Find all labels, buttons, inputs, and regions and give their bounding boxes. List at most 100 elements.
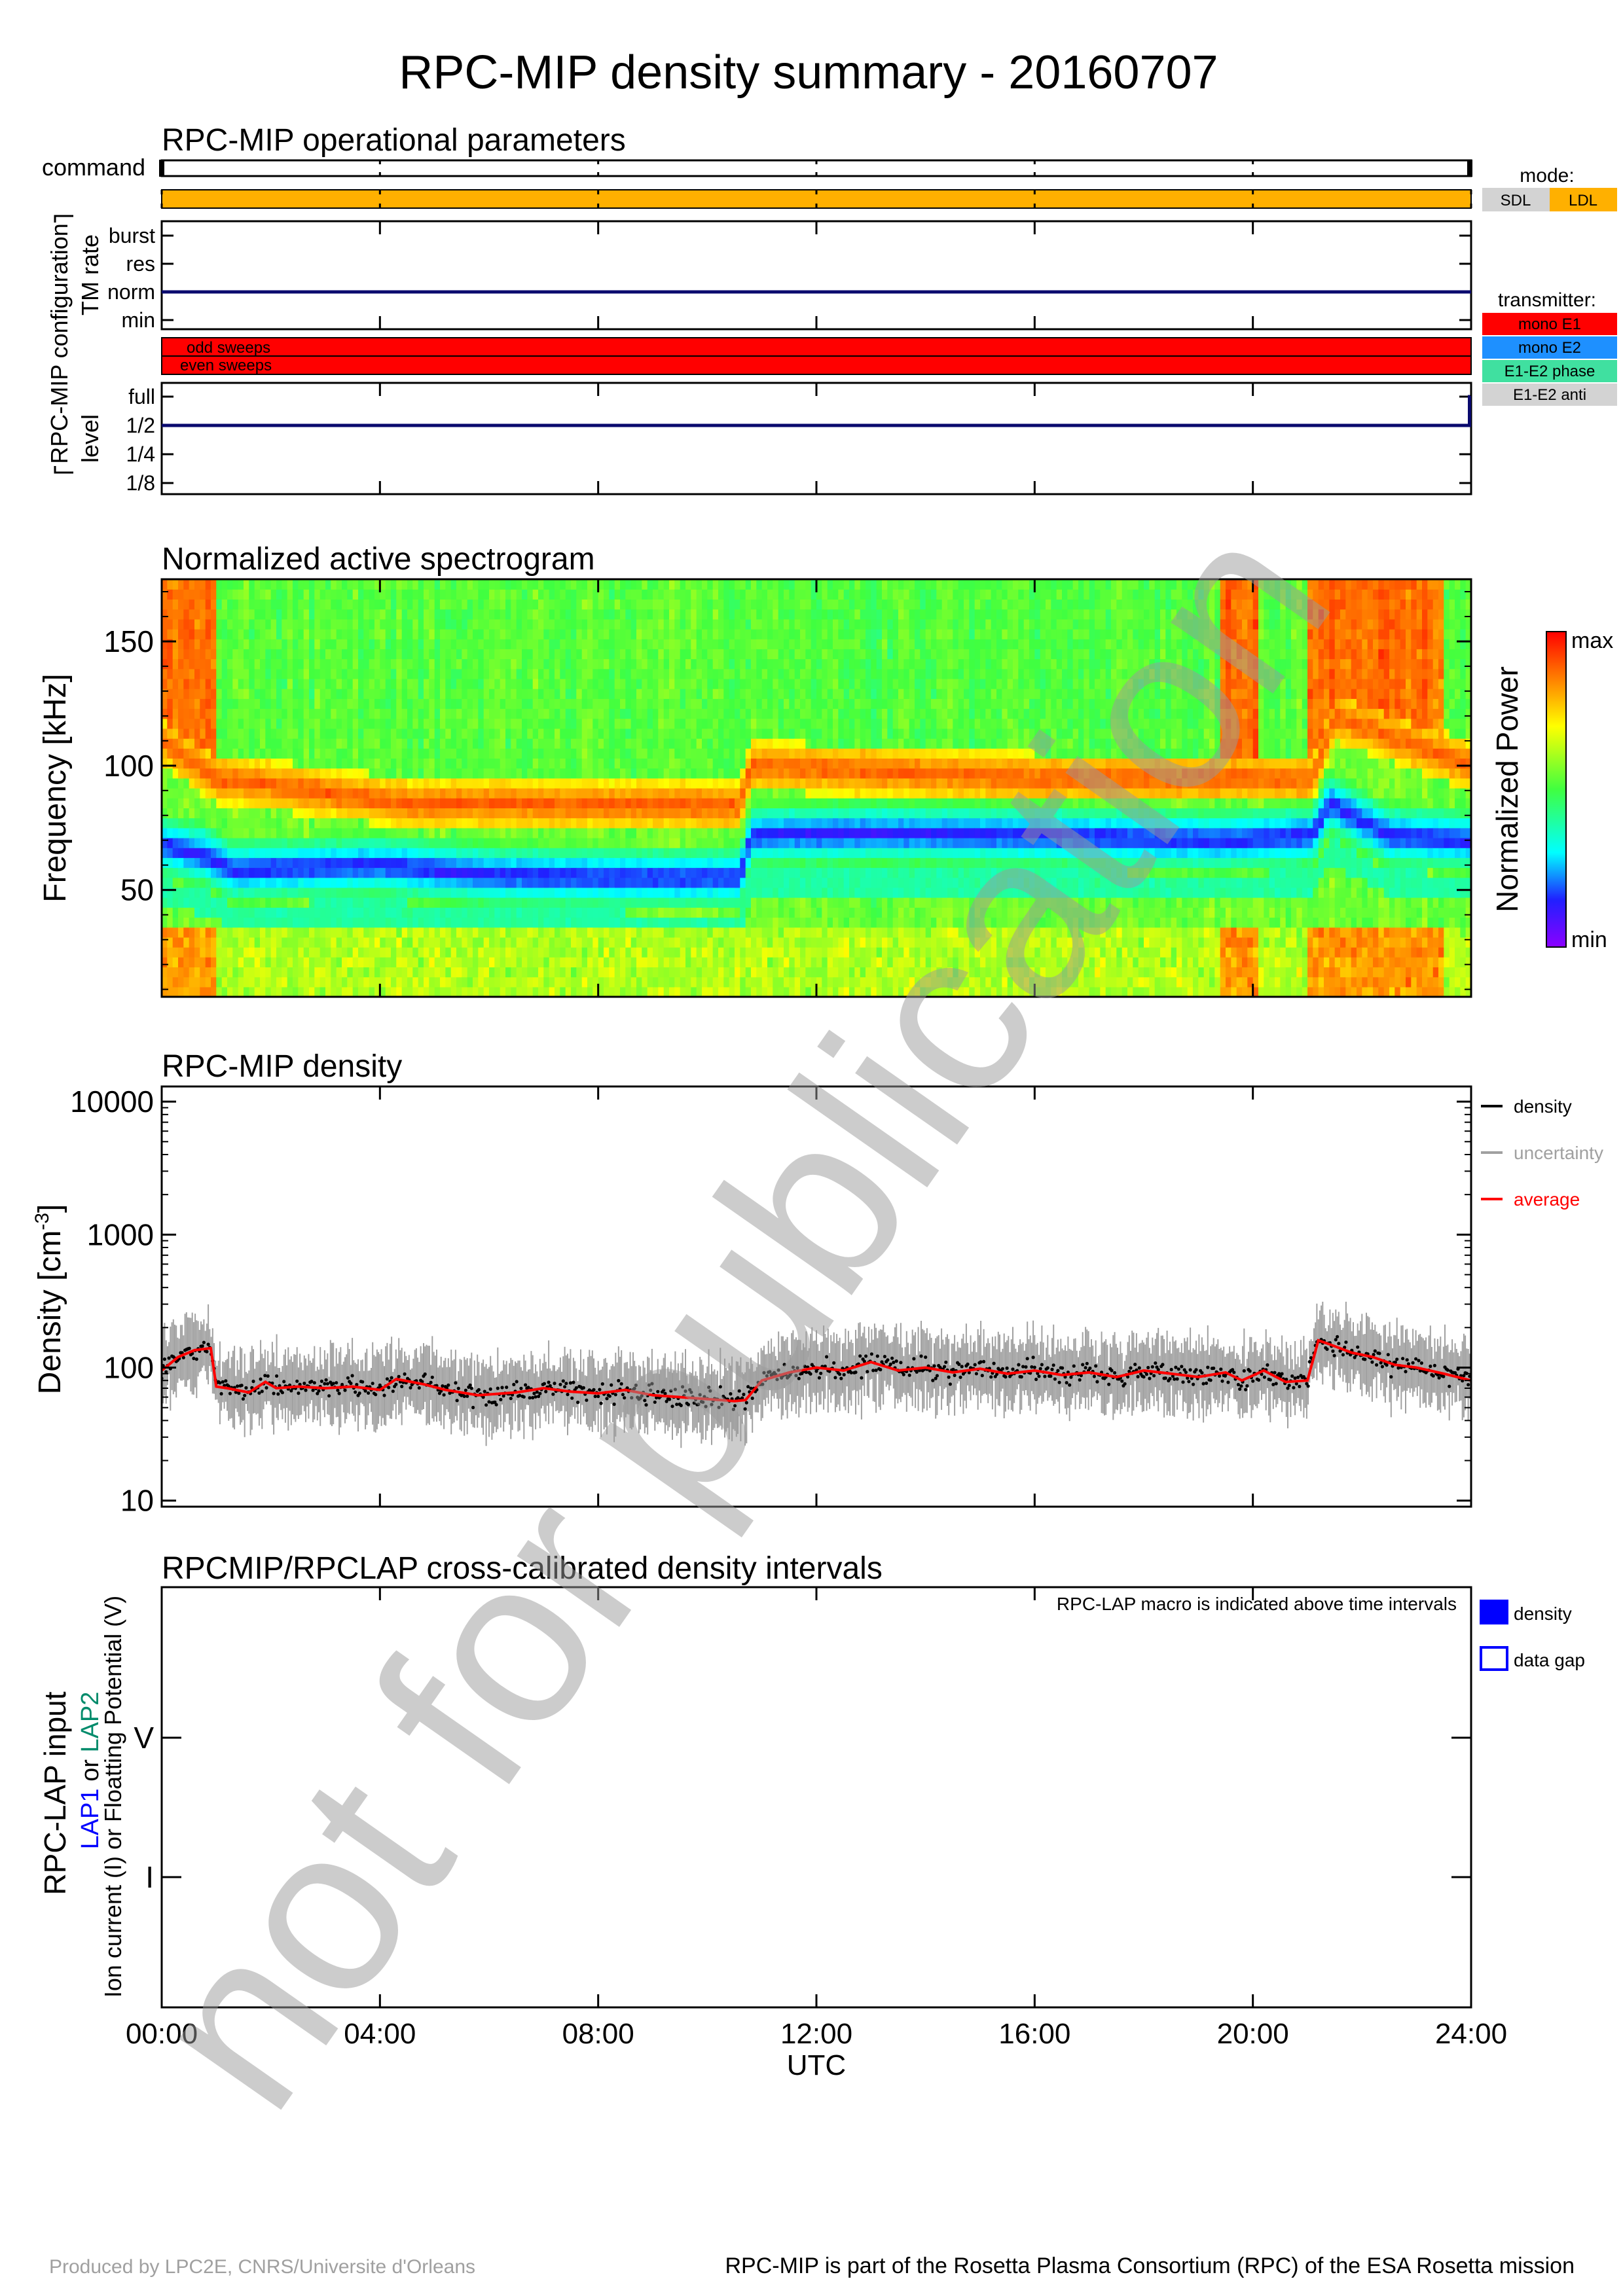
spectrogram-cell: [249, 887, 255, 898]
spectrogram-cell: [412, 689, 419, 699]
spectrogram-cell: [598, 778, 604, 789]
spectrogram-cell: [500, 937, 506, 948]
spectrogram-cell: [691, 897, 697, 908]
spectrogram-cell: [587, 927, 593, 938]
spectrogram-cell: [625, 887, 632, 898]
spectrogram-cell: [298, 738, 304, 749]
spectrogram-cell: [543, 907, 550, 918]
spectrogram-cell: [325, 887, 331, 898]
spectrogram-cell: [221, 827, 228, 838]
spectrogram-cell: [450, 599, 457, 610]
spectrogram-cell: [642, 639, 648, 649]
spectrogram-cell: [216, 768, 223, 779]
spectrogram-cell: [740, 629, 746, 639]
spectrogram-cell: [630, 937, 637, 948]
spectrogram-cell: [445, 798, 452, 808]
spectrogram-cell: [598, 957, 604, 967]
spectrogram-cell: [189, 768, 195, 779]
spectrogram-cell: [505, 848, 511, 858]
spectrogram-cell: [494, 857, 501, 869]
spectrogram-cell: [276, 609, 282, 620]
spectrogram-cell: [162, 986, 168, 997]
spectrogram-cell: [532, 609, 539, 620]
spectrogram-cell: [434, 957, 441, 967]
spectrogram-cell: [555, 788, 560, 798]
spectrogram-cell: [609, 639, 615, 649]
spectrogram-cell: [642, 947, 648, 958]
configuration-bracket-bottom: [54, 466, 73, 474]
spectrogram-cell: [549, 718, 555, 729]
spectrogram-cell: [505, 689, 511, 699]
spectrogram-cell: [336, 758, 342, 769]
spectrogram-cell: [614, 937, 621, 948]
spectrogram-cell: [527, 579, 534, 590]
spectrogram-cell: [630, 768, 637, 779]
spectrogram-cell: [669, 927, 675, 938]
spectrogram-cell: [560, 798, 566, 808]
spectrogram-cell: [445, 689, 452, 699]
spectrogram-cell: [598, 599, 604, 610]
spectrogram-cell: [494, 718, 501, 729]
spectrogram-cell: [663, 848, 670, 858]
spectrogram-cell: [244, 649, 249, 660]
spectrogram-cell: [494, 778, 501, 789]
spectrogram-cell: [712, 937, 719, 948]
spectrogram-cell: [396, 957, 403, 967]
spectrogram-cell: [538, 798, 544, 808]
spectrogram-cell: [642, 977, 648, 988]
spectrogram-cell: [794, 619, 801, 630]
spectrogram-cell: [238, 917, 244, 928]
spectrogram-cell: [723, 698, 730, 709]
spectrogram-cell: [527, 678, 534, 689]
spectrogram-cell: [560, 788, 566, 798]
spectrogram-cell: [538, 599, 544, 610]
spectrogram-cell: [712, 927, 719, 938]
spectrogram-cell: [309, 967, 315, 978]
spectrogram-cell: [784, 827, 790, 838]
spectrogram-cell: [658, 778, 665, 789]
spectrogram-cell: [751, 619, 757, 630]
spectrogram-cell: [505, 579, 511, 590]
spectrogram-cell: [527, 848, 534, 858]
spectrogram-cell: [456, 619, 462, 630]
spectrogram-cell: [374, 639, 380, 649]
spectrogram-cell: [200, 798, 206, 808]
spectrogram-cell: [712, 728, 719, 739]
spectrogram-cell: [565, 947, 572, 958]
spectrogram-cell: [735, 708, 740, 719]
spectrogram-cell: [287, 887, 293, 898]
spectrogram-image: [162, 579, 1471, 997]
spectrogram-cell: [674, 947, 681, 958]
spectrogram-cell: [740, 689, 746, 699]
spectrogram-cell: [363, 748, 370, 759]
spectrogram-cell: [696, 589, 702, 600]
spectrogram-cell: [462, 887, 468, 898]
spectrogram-cell: [565, 718, 572, 729]
spectrogram-cell: [614, 957, 621, 967]
spectrogram-cell: [789, 808, 795, 819]
spectrogram-cell: [604, 658, 610, 670]
spectrogram-cell: [401, 877, 408, 888]
spectrogram-cell: [450, 678, 457, 689]
spectrogram-cell: [516, 817, 522, 829]
operational-title: RPC-MIP operational parameters: [162, 123, 626, 158]
spectrogram-cell: [511, 967, 517, 978]
spectrogram-cell: [450, 768, 457, 779]
spectrogram-cell: [227, 827, 233, 838]
spectrogram-cell: [249, 629, 255, 639]
spectrogram-cell: [527, 937, 534, 948]
spectrogram-cell: [756, 927, 763, 938]
spectrogram-cell: [735, 768, 740, 779]
spectrogram-cell: [555, 718, 560, 729]
spectrogram-cell: [658, 738, 665, 749]
spectrogram-cell: [516, 857, 522, 869]
spectrogram-cell: [555, 778, 560, 789]
spectrogram-cell: [276, 758, 282, 769]
spectrogram-cell: [598, 887, 604, 898]
spectrogram-cell: [735, 798, 740, 808]
spectrogram-cell: [489, 897, 495, 908]
spectrogram-cell: [478, 768, 484, 779]
spectrogram-cell: [412, 808, 419, 819]
spectrogram-cell: [211, 678, 217, 689]
spectrogram-cell: [254, 658, 261, 670]
